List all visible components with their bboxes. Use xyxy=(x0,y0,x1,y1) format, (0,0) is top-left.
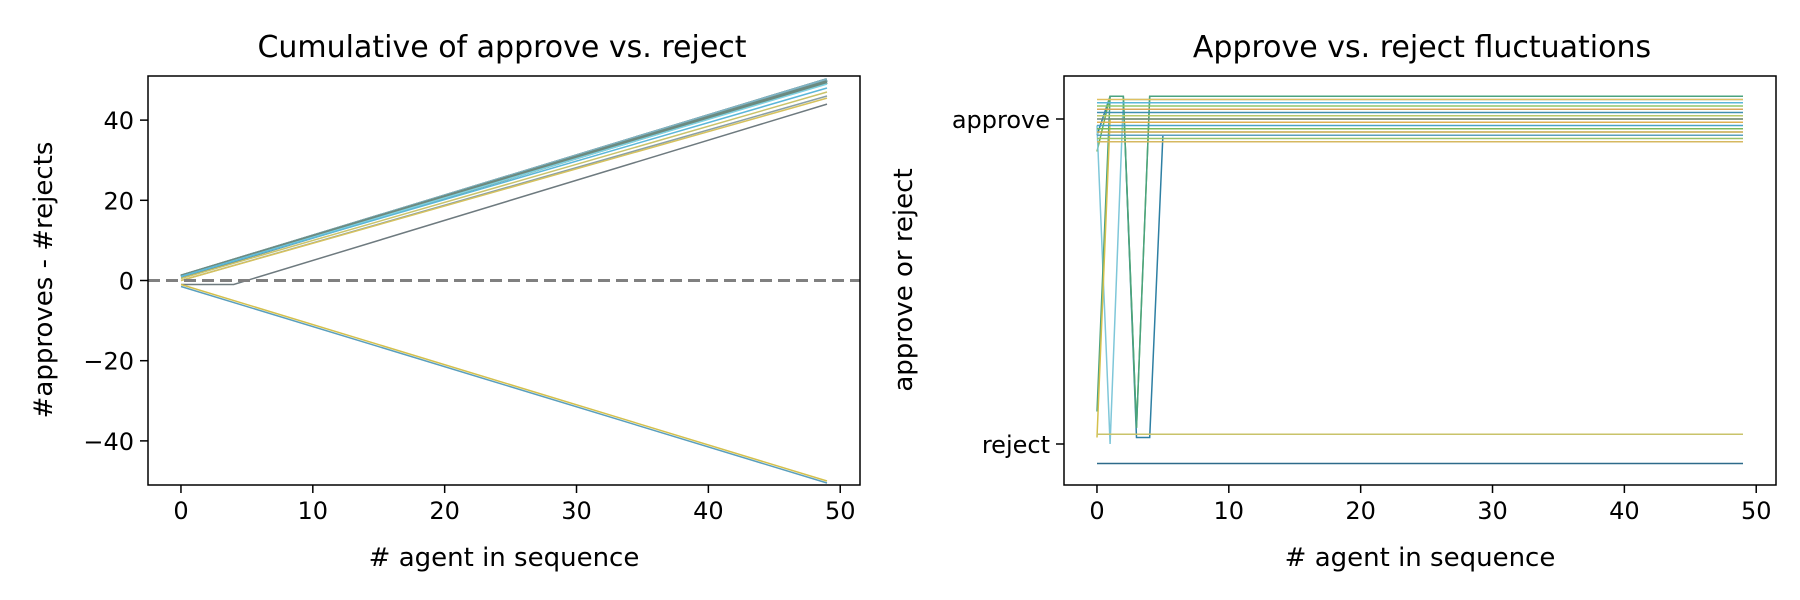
right-x-tick-label: 50 xyxy=(1741,497,1772,525)
left-y-tick-label: 20 xyxy=(103,187,134,215)
left-y-tick-label: 40 xyxy=(103,107,134,135)
left-series-line-10 xyxy=(181,103,828,286)
right-chart-title: Approve vs. reject fluctuations xyxy=(1193,30,1651,65)
left-series-line-7 xyxy=(180,91,828,280)
right-x-tick-label: 10 xyxy=(1214,497,1245,525)
right-y-tick-label: reject xyxy=(982,431,1050,459)
right-x-tick-label: 0 xyxy=(1089,497,1104,525)
right-y-axis-label: approve or reject xyxy=(889,168,919,391)
left-x-tick-label: 20 xyxy=(429,497,460,525)
right-x-axis-label: # agent in sequence xyxy=(1285,543,1556,573)
right-x-tick-label: 30 xyxy=(1477,497,1508,525)
right-series-line-4 xyxy=(1096,118,1743,438)
right-x-tick-label: 20 xyxy=(1345,497,1376,525)
right-series-line-1 xyxy=(1096,95,1743,428)
left-chart-title: Cumulative of approve vs. reject xyxy=(257,30,746,65)
left-series-line-11 xyxy=(180,283,828,482)
right-y-tick-label: approve xyxy=(952,106,1050,134)
left-x-tick-label: 30 xyxy=(561,497,592,525)
right-series-line-0 xyxy=(1096,95,1743,439)
right-chart: Approve vs. reject fluctuations 0 10 20 30 4… xyxy=(889,30,1777,573)
left-y-tick-label: −20 xyxy=(83,348,134,376)
left-y-tick-label: −40 xyxy=(83,428,134,456)
left-x-tick-label: 0 xyxy=(173,497,188,525)
left-series-line-12 xyxy=(180,285,828,484)
left-x-tick-label: 10 xyxy=(298,497,329,525)
right-series-line-2 xyxy=(1096,98,1743,445)
left-series-line-9 xyxy=(180,97,828,282)
left-series-line-6 xyxy=(180,87,828,278)
left-x-tick-label: 50 xyxy=(825,497,856,525)
left-x-tick-label: 40 xyxy=(693,497,724,525)
left-chart: Cumulative of approve vs. reject 0 10 20 30… xyxy=(29,30,861,573)
left-x-axis-label: # agent in sequence xyxy=(369,543,640,573)
right-series-line-3 xyxy=(1096,95,1743,428)
right-x-tick-label: 40 xyxy=(1609,497,1640,525)
left-y-tick-label: 0 xyxy=(119,268,134,296)
right-plot-frame xyxy=(1063,75,1777,486)
left-y-axis-label: #approves - #rejects xyxy=(29,142,59,419)
